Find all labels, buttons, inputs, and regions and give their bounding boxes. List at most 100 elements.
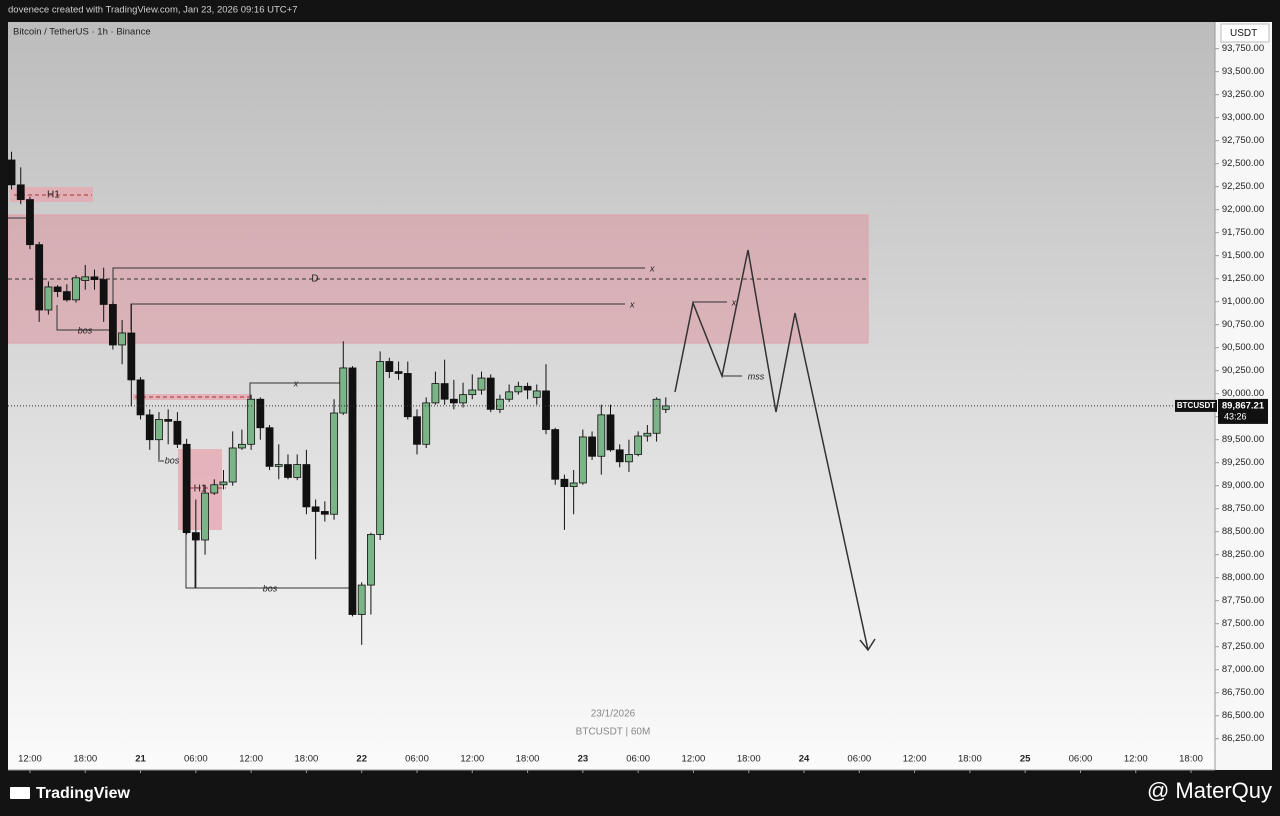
x-tick-label: 18:00 (516, 754, 540, 765)
candle-body (634, 435, 643, 455)
annotation: mss (748, 371, 765, 381)
countdown: 43:26 (1224, 411, 1247, 421)
candle-body (164, 419, 173, 422)
y-tick-label: 87,750.00 (1222, 595, 1264, 606)
candles (8, 151, 1215, 645)
candle-body (210, 484, 219, 494)
y-tick-label: 93,250.00 (1222, 89, 1264, 100)
candle-body (81, 276, 90, 281)
candle-body (90, 276, 99, 281)
candle-body (394, 371, 403, 374)
y-tick-label: 90,250.00 (1222, 365, 1264, 376)
watermark-date: 23/1/2026 (591, 709, 636, 720)
x-tick-label: 06:00 (626, 754, 650, 765)
candle-body (496, 398, 504, 410)
candle-body (219, 481, 228, 486)
candle-body (99, 279, 108, 305)
watermark-symbol: BTCUSDT | 60M (576, 727, 651, 738)
y-tick-label: 86,750.00 (1222, 687, 1264, 698)
candle-body (523, 385, 532, 391)
candle-body (551, 429, 560, 480)
candle-body (238, 443, 246, 449)
y-tick-label: 92,000.00 (1222, 204, 1264, 215)
candle-body (62, 291, 71, 301)
candle-body (302, 464, 311, 508)
y-tick-label: 93,000.00 (1222, 112, 1264, 123)
symbol-tag (1175, 399, 1217, 412)
annotation: bos (263, 583, 278, 593)
candle-body (136, 379, 145, 416)
candle-body (486, 377, 495, 410)
candle-body (597, 414, 606, 457)
x-tick-label: 06:00 (184, 754, 208, 765)
x-tick-label: 06:00 (847, 754, 871, 765)
candle-body (8, 159, 16, 186)
y-tick-label: 92,500.00 (1222, 158, 1264, 169)
candle-body (532, 390, 541, 398)
x-tick-label: 21 (135, 754, 146, 765)
x-tick-label: 06:00 (1069, 754, 1093, 765)
candle-body (53, 286, 62, 292)
candle-body (173, 420, 182, 445)
x-tick-label: 18:00 (958, 754, 982, 765)
candle-body (560, 478, 569, 488)
candle-body (578, 436, 587, 484)
candle-body (182, 443, 191, 534)
price-axis (1215, 22, 1272, 770)
y-tick-label: 91,500.00 (1222, 250, 1264, 261)
bos-line (56, 305, 110, 331)
annotation: H1 (47, 190, 60, 201)
y-tick-label: 89,250.00 (1222, 457, 1264, 468)
candle-body (477, 377, 486, 391)
projection-arrow (859, 638, 876, 652)
candle-body (339, 367, 348, 414)
liquidity-line (112, 267, 645, 305)
y-tick-label: 88,250.00 (1222, 549, 1264, 560)
candle-body (357, 584, 366, 615)
candle-body (514, 385, 523, 393)
drawings: H1 D x x bos x bos H1 bos x mss (8, 187, 876, 652)
price-tag-label: 89,867.21 (1222, 400, 1265, 411)
currency-box[interactable] (1220, 23, 1270, 43)
candle-body (247, 398, 256, 445)
y-tick-label: 88,500.00 (1222, 526, 1264, 537)
candle-body (228, 447, 237, 483)
candle-body (330, 412, 338, 515)
y-tick-label: 90,750.00 (1222, 319, 1264, 330)
candle-body (413, 416, 421, 445)
x-tick-label: 06:00 (405, 754, 429, 765)
y-tick-label: 93,500.00 (1222, 66, 1264, 77)
annotation: H1 (194, 484, 207, 495)
candle-body (16, 184, 25, 200)
annotation: x (649, 263, 655, 273)
price-tag (1218, 398, 1268, 424)
candle-body (293, 464, 302, 478)
y-tick-label: 90,000.00 (1222, 388, 1264, 399)
y-tick-label: 92,250.00 (1222, 181, 1264, 192)
y-tick-label: 86,250.00 (1222, 733, 1264, 744)
x-tick-label: 18:00 (1179, 754, 1203, 765)
candle-body (108, 304, 117, 346)
candle-body (284, 464, 292, 478)
annotation: bos (78, 325, 93, 335)
annotation: x (731, 297, 737, 307)
candle-body (615, 449, 624, 463)
candle-body (431, 383, 440, 404)
header: dovenece created with TradingView.com, J… (8, 5, 298, 16)
candle-body (449, 398, 458, 404)
candle-body (422, 402, 431, 445)
symbol-tag-label: BTCUSDT (1177, 401, 1215, 410)
candle-body (385, 361, 394, 373)
candle-body (643, 432, 652, 437)
x-tick-label: 18:00 (295, 754, 319, 765)
x-tick-label: 12:00 (903, 754, 927, 765)
candle-body (256, 398, 265, 429)
y-tick-label: 93,750.00 (1222, 43, 1264, 54)
y-tick-label: 89,500.00 (1222, 434, 1264, 445)
y-tick-label: 89,000.00 (1222, 480, 1264, 491)
candle-body (588, 436, 596, 457)
x-tick-label: 12:00 (1124, 754, 1148, 765)
y-tick-label: 87,500.00 (1222, 618, 1264, 629)
